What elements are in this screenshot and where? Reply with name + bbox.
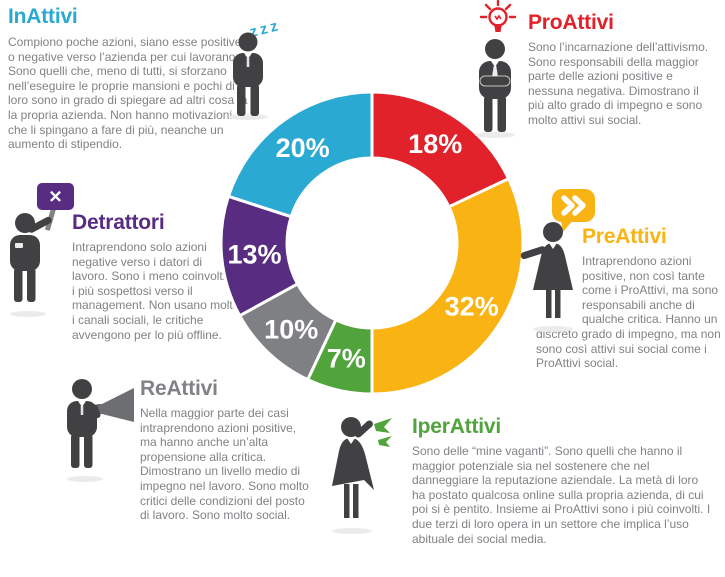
detrattori-description: Intraprendono solo azioni negative verso… (72, 240, 240, 342)
lightbulb-icon (479, 0, 517, 32)
protest-sign-man-icon: ✕ (10, 183, 74, 317)
section-proattivi: ProAttivi Sono l’incarnazione dell’attiv… (528, 11, 718, 128)
donut-label-proattivi: 18% (408, 129, 462, 159)
preattivi-description: Intraprendono azioni positive, non così … (536, 254, 721, 371)
section-iperattivi: IperAttivi Sono delle “mine vaganti”. So… (412, 415, 718, 546)
donut-label-reattivi: 10% (264, 314, 318, 344)
speech-bubble-chevrons-icon (552, 189, 595, 232)
x-sign-icon: ✕ (48, 188, 62, 207)
donut-label-preattivi: 32% (445, 292, 499, 322)
reattivi-description: Nella maggior parte dei casi intraprendo… (140, 406, 309, 523)
megaphone-man-icon (67, 379, 134, 482)
crossed-arms-businessman-icon (475, 39, 515, 138)
proattivi-title: ProAttivi (528, 11, 614, 34)
donut-label-inattivi: 20% (276, 133, 330, 163)
iperattivi-description: Sono delle “mine vaganti”. Sono quelli c… (412, 444, 711, 546)
donut-chart-svg: 18% 32% 7% 10% 13% 20% (219, 90, 525, 396)
sleeping-businessman-icon (228, 32, 268, 120)
donut-segment-inattivi (226, 90, 374, 219)
donut-label-detrattori: 13% (227, 240, 281, 270)
reattivi-title: ReAttivi (140, 377, 218, 400)
proattivi-description: Sono l’incarnazione dell’attivismo. Sono… (528, 40, 709, 128)
section-preattivi: PreAttivi Intraprendono azioni positive,… (536, 225, 725, 371)
detrattori-title: Detrattori (72, 211, 165, 234)
inattivi-title: InAttivi (8, 5, 78, 28)
inattivi-description: Compiono poche azioni, siano esse positi… (8, 35, 248, 152)
section-reattivi: ReAttivi Nella maggior parte dei casi in… (140, 377, 316, 523)
businesswoman-icon (520, 222, 573, 332)
superwoman-birds-icon (332, 417, 392, 534)
donut-label-iperattivi: 7% (327, 344, 366, 374)
preattivi-title: PreAttivi (582, 225, 667, 248)
donut-segment-preattivi (370, 177, 525, 396)
section-inattivi: InAttivi Compiono poche azioni, siano es… (8, 5, 248, 152)
section-detrattori: Detrattori Intraprendono solo azioni neg… (72, 211, 242, 342)
iperattivi-title: IperAttivi (412, 415, 502, 438)
